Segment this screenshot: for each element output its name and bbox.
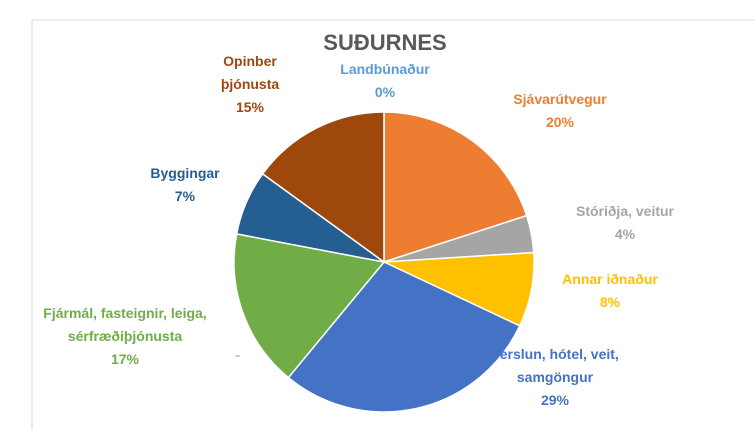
pie-slice (261, 111, 385, 264)
pie-slice (383, 111, 528, 264)
slice-name: Annar iðnaður (562, 271, 658, 287)
slice-name: Byggingar (150, 165, 220, 181)
slice-name: Landbúnaður (340, 61, 430, 77)
data-label: Opinber þjónusta 15% (200, 50, 300, 119)
slice-value: 0% (374, 84, 396, 100)
slice-name: Stóriðja, veitur (575, 203, 675, 219)
chart-frame (31, 19, 755, 430)
slice-value: 29% (540, 392, 570, 408)
slice-name: Fjármál, fasteignir, leiga, sérfræðiþjón… (43, 305, 207, 344)
pie-slice (287, 261, 521, 413)
data-label: Stóriðja, veitur 4% (555, 200, 695, 246)
data-label: Byggingar 7% (130, 162, 240, 208)
slice-name: Opinber þjónusta (220, 53, 280, 92)
pie-slice (233, 233, 386, 379)
slice-name: Verslun, hótel, veit, samgöngur (491, 346, 619, 385)
slice-value: 20% (545, 114, 575, 130)
leader-line (235, 355, 240, 357)
data-label: Annar iðnaður 8% (540, 268, 680, 314)
slice-name: Sjávarútvegur (513, 91, 607, 107)
slice-value: 4% (614, 226, 636, 242)
chart-title: SUÐURNES (323, 30, 447, 55)
slice-value: 7% (174, 188, 196, 204)
data-label: Sjávarútvegur 20% (490, 88, 630, 134)
data-label: Landbúnaður 0% (325, 58, 445, 104)
data-label: Verslun, hótel, veit, samgöngur 29% (490, 343, 620, 412)
slice-value: 17% (110, 351, 140, 367)
slice-value: 8% (599, 294, 621, 310)
data-label: Fjármál, fasteignir, leiga, sérfræðiþjón… (10, 302, 240, 371)
slice-value: 15% (235, 99, 265, 115)
